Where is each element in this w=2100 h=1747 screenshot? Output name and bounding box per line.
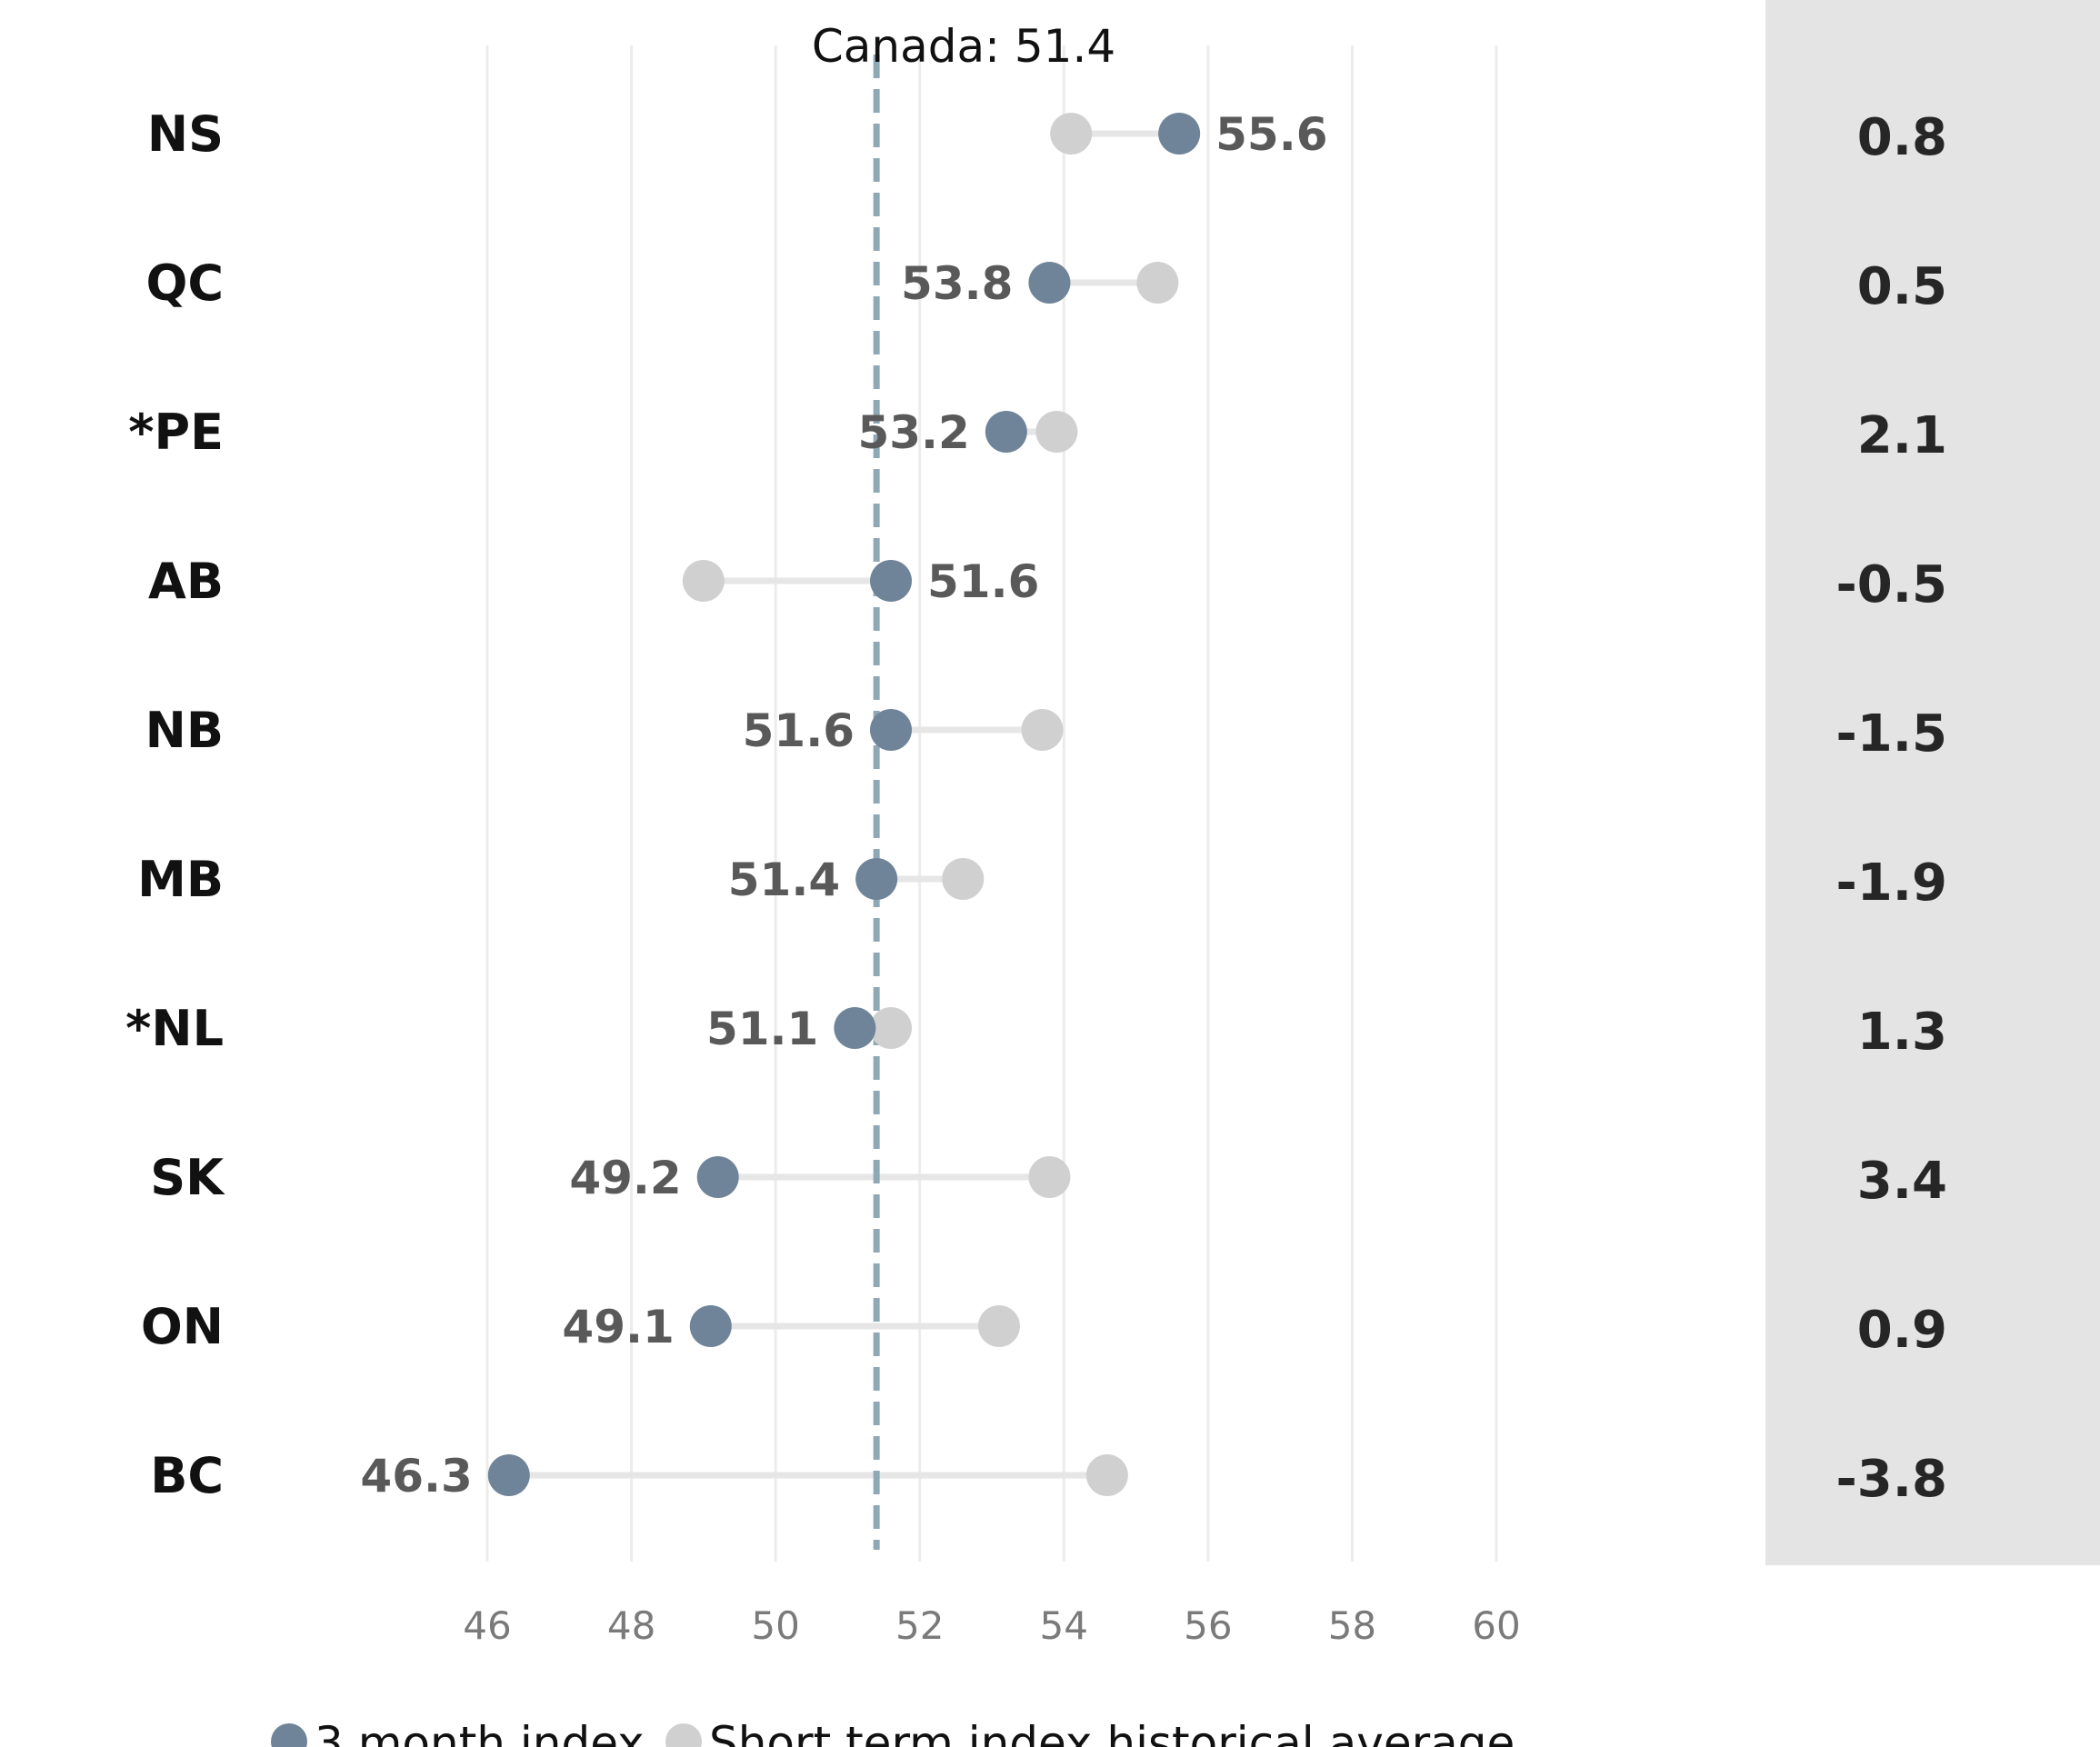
x-tick-label: 60 <box>1472 1603 1520 1648</box>
reference-line-group: Canada: 51.4 <box>812 20 1115 1550</box>
side-value-label: -1.5 <box>1836 704 1947 764</box>
legend-label-3-month-index: 3 month index <box>315 1717 645 1747</box>
legend-swatch-historical-average <box>665 1723 702 1747</box>
side-value-label: 0.8 <box>1857 108 1947 167</box>
side-value-labels: 0.8 0.5 2.1 -0.5 -1.5 -1.9 1.3 3.4 0.9 -3.8 <box>1836 108 1947 1509</box>
historical-average-point <box>1136 262 1179 304</box>
change-column-panel <box>1765 0 2100 1565</box>
value-label: 55.6 <box>1215 108 1327 161</box>
category-label: BC <box>150 1447 224 1504</box>
three-month-index-point <box>696 1156 739 1198</box>
value-label: 51.6 <box>743 704 855 757</box>
historical-average-point <box>1085 1454 1128 1496</box>
value-label: 49.1 <box>562 1301 674 1353</box>
x-axis-tick-labels: 46 48 50 52 54 56 58 60 <box>463 1603 1520 1648</box>
three-month-index-point <box>1158 113 1201 155</box>
value-label: 49.2 <box>569 1152 681 1204</box>
historical-average-point <box>977 1305 1020 1347</box>
historical-average-point <box>1021 709 1064 751</box>
legend-swatch-3-month-index <box>271 1723 307 1747</box>
x-tick-label: 46 <box>463 1603 511 1648</box>
value-label: 51.6 <box>927 555 1039 608</box>
x-tick-label: 56 <box>1184 1603 1232 1648</box>
three-month-index-point <box>870 560 912 602</box>
side-value-label: 1.3 <box>1857 1003 1947 1062</box>
side-value-label: 3.4 <box>1857 1152 1947 1211</box>
category-label: *NL <box>125 1000 224 1057</box>
three-month-index-point <box>855 858 898 900</box>
historical-average-point <box>870 1007 912 1049</box>
x-tick-label: 54 <box>1040 1603 1088 1648</box>
x-tick-label: 58 <box>1328 1603 1376 1648</box>
connector-lines <box>508 130 1180 1479</box>
historical-average-point <box>1050 113 1093 155</box>
value-label: 51.1 <box>706 1003 818 1055</box>
three-month-index-point <box>689 1305 732 1347</box>
x-tick-label: 50 <box>751 1603 799 1648</box>
category-label: QC <box>145 255 224 312</box>
value-labels: 55.6 53.8 53.2 51.6 51.6 51.4 51.1 49.2 49.1 46.3 <box>360 108 1327 1502</box>
three-month-index-point <box>985 411 1027 453</box>
legend-label-historical-average: Short term index historical average <box>709 1717 1515 1747</box>
category-label: SK <box>150 1149 225 1206</box>
side-value-label: -3.8 <box>1836 1450 1947 1509</box>
historical-average-point <box>1035 411 1078 453</box>
side-value-label: -0.5 <box>1836 555 1947 614</box>
category-labels: NS QC *PE AB NB MB *NL SK ON BC <box>125 105 225 1504</box>
historical-average-point <box>682 560 725 602</box>
three-month-index-point <box>870 709 912 751</box>
side-value-label: 0.5 <box>1857 257 1947 316</box>
legend: 3 month index Short term index historica… <box>271 1717 1515 1747</box>
value-label: 51.4 <box>728 854 840 906</box>
category-label: *PE <box>128 404 224 461</box>
side-value-label: -1.9 <box>1836 854 1947 913</box>
x-tick-label: 48 <box>607 1603 655 1648</box>
historical-average-point <box>942 858 985 900</box>
side-value-label: 2.1 <box>1857 406 1947 465</box>
category-label: MB <box>137 851 224 908</box>
category-label: NS <box>147 105 224 163</box>
three-month-index-point <box>487 1454 530 1496</box>
three-month-index-points <box>487 113 1201 1496</box>
gridlines <box>485 45 1498 1562</box>
category-label: AB <box>148 553 224 610</box>
value-label: 46.3 <box>360 1450 472 1502</box>
value-label: 53.2 <box>857 406 969 459</box>
reference-line-label: Canada: 51.4 <box>812 20 1115 73</box>
historical-average-point <box>1028 1156 1071 1198</box>
side-value-label: 0.9 <box>1857 1301 1947 1360</box>
historical-average-points <box>682 113 1179 1496</box>
category-label: ON <box>141 1298 224 1355</box>
x-tick-label: 52 <box>895 1603 944 1648</box>
three-month-index-point <box>1028 262 1071 304</box>
category-label: NB <box>145 702 224 759</box>
value-label: 53.8 <box>901 257 1013 310</box>
three-month-index-point <box>834 1007 876 1049</box>
